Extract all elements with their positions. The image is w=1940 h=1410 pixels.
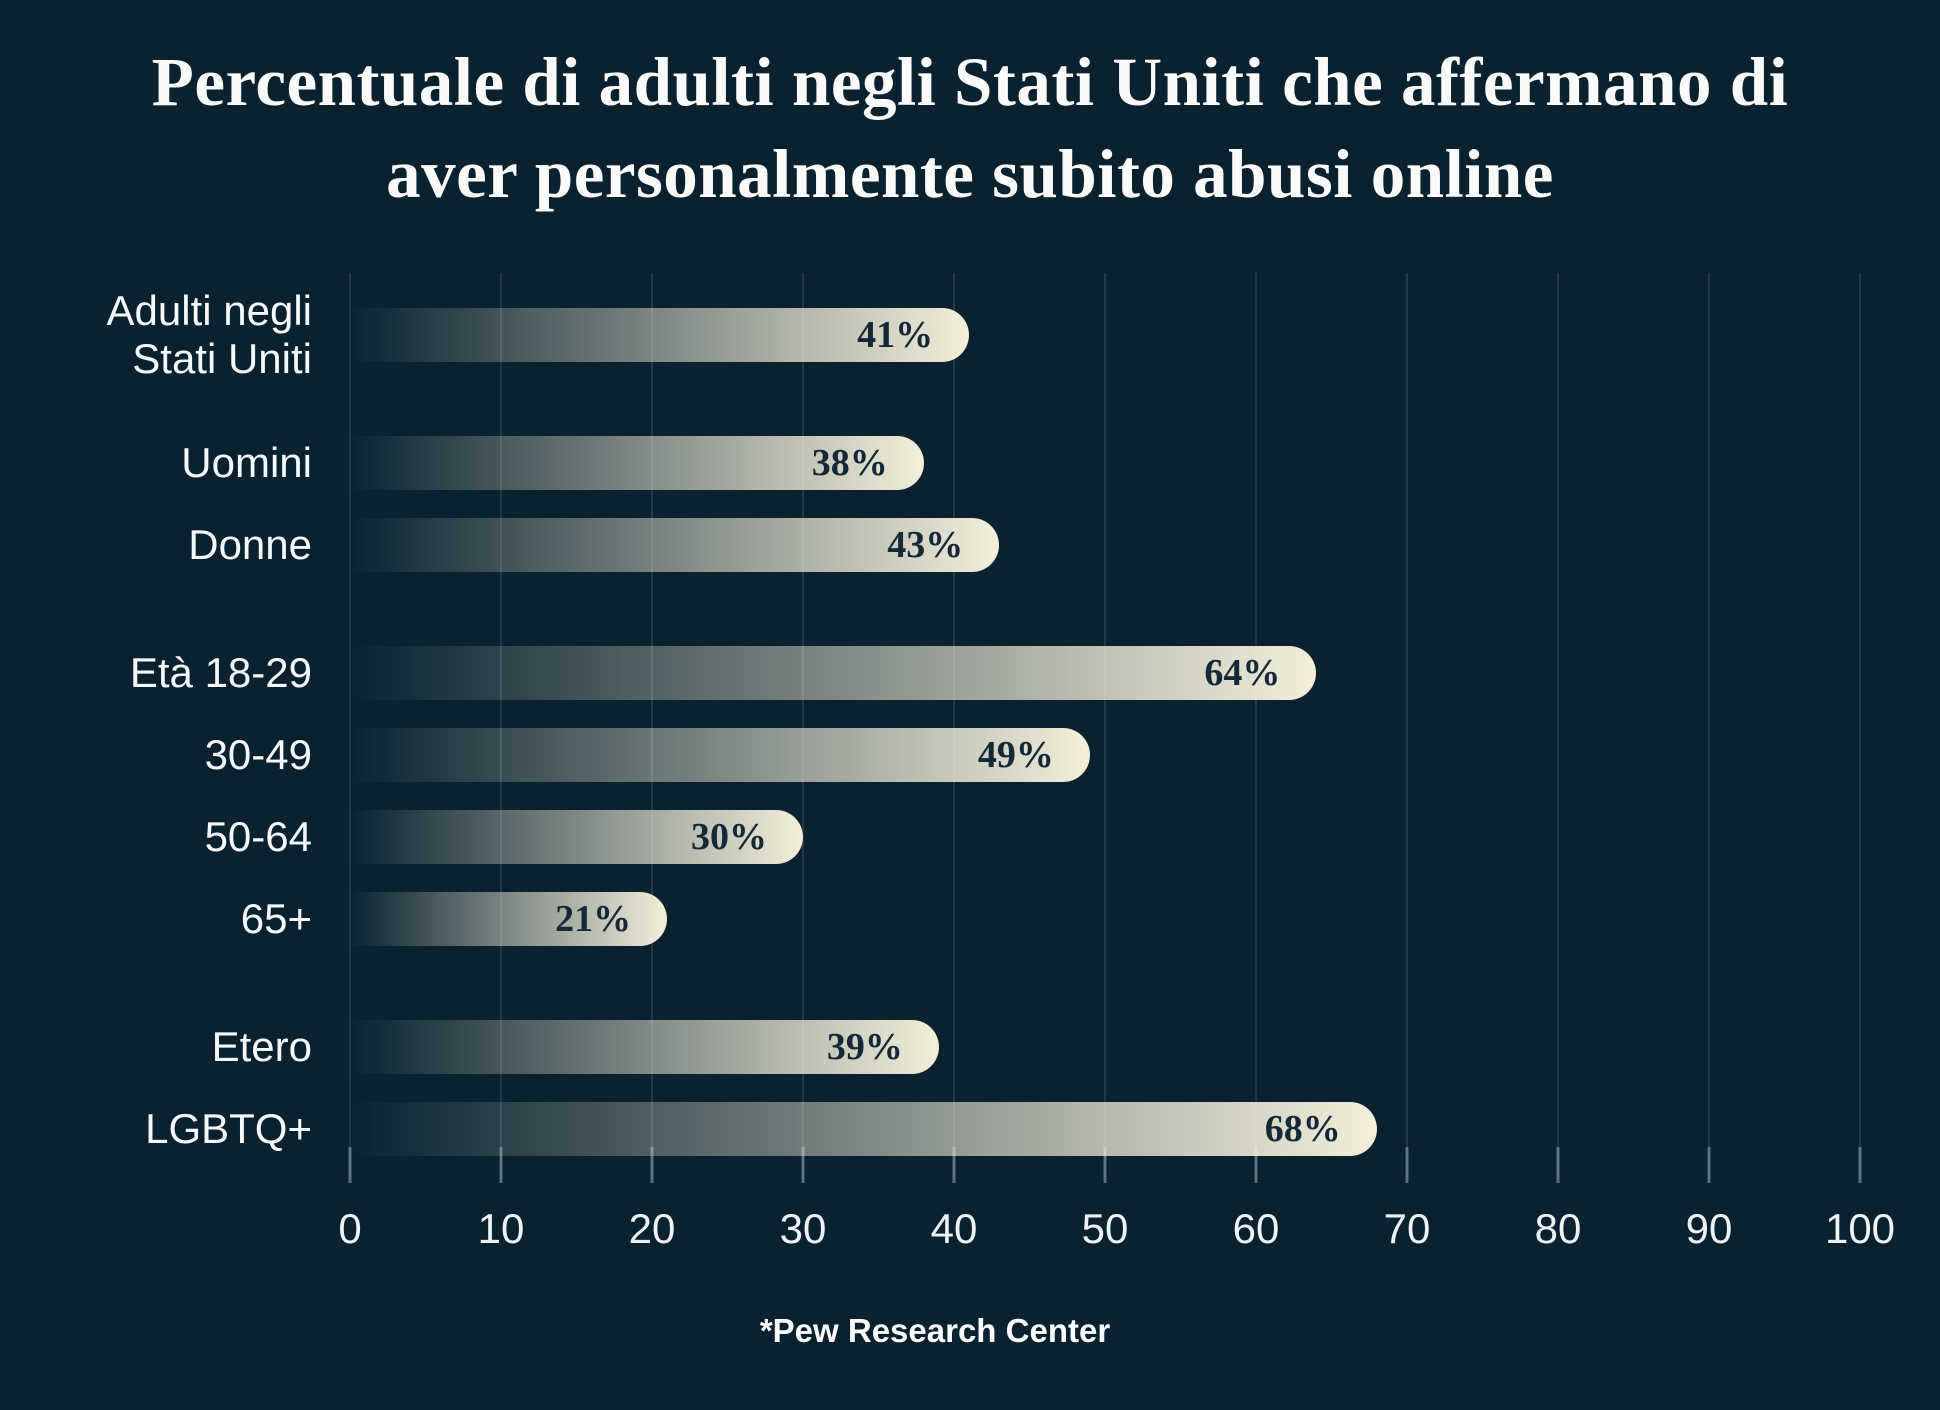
bar: 30% [350, 810, 803, 864]
grid-line [651, 273, 653, 1180]
bar-row: Uomini 38% [181, 436, 1860, 490]
x-axis: 0 10 20 30 40 50 60 70 80 90 100 [338, 1205, 1895, 1255]
axis-tick [1405, 1147, 1409, 1183]
grid-line [802, 273, 804, 1180]
bar-row: Donne 43% [188, 518, 1860, 572]
axis-tick [1858, 1147, 1862, 1183]
axis-tick-label: 0 [338, 1205, 362, 1252]
axis-tick-label: 10 [477, 1205, 525, 1252]
source-note: *Pew Research Center [759, 1312, 1111, 1349]
bar-value-label: 39% [826, 1026, 903, 1068]
bar-value-label: 21% [555, 898, 632, 940]
axis-tick [1254, 1147, 1258, 1183]
axis-tick-label: 20 [628, 1205, 676, 1252]
bar-group: Età 18-29 64% 30-49 49% 50-64 30% 65+ 21% [130, 646, 1860, 946]
bar-chart: Adulti negli Stati Uniti 41% Uomini 38% Donn… [107, 273, 1895, 1273]
bar-value-label: 68% [1264, 1108, 1341, 1150]
category-label: 65+ [240, 895, 312, 943]
bar-row: Adulti negli Stati Uniti 41% [107, 287, 1860, 382]
category-label: Uomini [181, 439, 312, 487]
category-label: 50-64 [204, 813, 312, 861]
bar: 49% [350, 728, 1090, 782]
page-title: Percentuale di adulti negli Stati Uniti … [0, 36, 1940, 221]
axis-tick [1103, 1147, 1107, 1183]
bar-group: Uomini 38% Donne 43% [181, 436, 1860, 572]
bar-row: Età 18-29 64% [130, 646, 1860, 700]
bar-row: 65+ 21% [241, 892, 1860, 946]
axis-tick-label: 30 [779, 1205, 827, 1252]
grid-line [953, 273, 955, 1180]
bar-row: 30-49 49% [205, 728, 1860, 782]
axis-tick [1556, 1147, 1560, 1183]
grid-line [1406, 273, 1408, 1180]
bar-row: Etero 39% [212, 1020, 1860, 1074]
axis-tick [499, 1147, 503, 1183]
axis-tick-label: 40 [930, 1205, 978, 1252]
grid-line [1104, 273, 1106, 1180]
axis-tick-label: 60 [1232, 1205, 1280, 1252]
bar-group: Etero 39% LGBTQ+ 68% [145, 1020, 1860, 1156]
bar: 43% [350, 518, 1000, 572]
category-label: Etero [211, 1023, 312, 1071]
category-label: Donne [188, 521, 312, 569]
bar: 39% [350, 1020, 939, 1074]
bar-row: 50-64 30% [205, 810, 1860, 864]
axis-tick [1707, 1147, 1711, 1183]
axis-tick [650, 1147, 654, 1183]
grid [348, 273, 1862, 1183]
grid-line [1859, 273, 1861, 1180]
bar: 41% [350, 308, 970, 362]
grid-line [500, 273, 502, 1180]
category-label: 30-49 [204, 731, 312, 779]
category-label: Età 18-29 [129, 649, 312, 697]
grid-line [1557, 273, 1559, 1180]
bar-value-label: 64% [1204, 652, 1281, 694]
page-title-line-2: aver personalmente subito abusi online [386, 136, 1554, 213]
axis-tick-label: 100 [1824, 1205, 1896, 1252]
grid-line [349, 273, 351, 1180]
page-title-line-1: Percentuale di adulti negli Stati Uniti … [151, 44, 1789, 120]
axis-tick-label: 50 [1081, 1205, 1129, 1252]
bar-rows: Adulti negli Stati Uniti 41% Uomini 38% Donn… [107, 287, 1860, 1156]
axis-tick-label: 70 [1383, 1205, 1431, 1252]
bar: 68% [350, 1102, 1377, 1156]
axis-tick [952, 1147, 956, 1183]
category-label: LGBTQ+ [145, 1105, 312, 1153]
bar-group: Adulti negli Stati Uniti 41% [107, 287, 1860, 382]
axis-tick-label: 90 [1685, 1205, 1733, 1252]
bar: 38% [350, 436, 924, 490]
grid-line [1708, 273, 1710, 1180]
category-label: Adulti negli Stati Uniti [106, 287, 312, 382]
bar-value-label: 43% [887, 524, 964, 566]
axis-tick [348, 1147, 352, 1183]
grid-line [1255, 273, 1257, 1180]
axis-tick [801, 1147, 805, 1183]
bar-row: LGBTQ+ 68% [145, 1102, 1860, 1156]
bar-value-label: 49% [977, 734, 1054, 776]
axis-tick-label: 80 [1534, 1205, 1582, 1252]
bar: 64% [350, 646, 1317, 700]
bar-value-label: 30% [691, 816, 767, 858]
bar: 21% [350, 892, 668, 946]
bar-value-label: 41% [857, 314, 934, 356]
bar-value-label: 38% [811, 442, 888, 484]
